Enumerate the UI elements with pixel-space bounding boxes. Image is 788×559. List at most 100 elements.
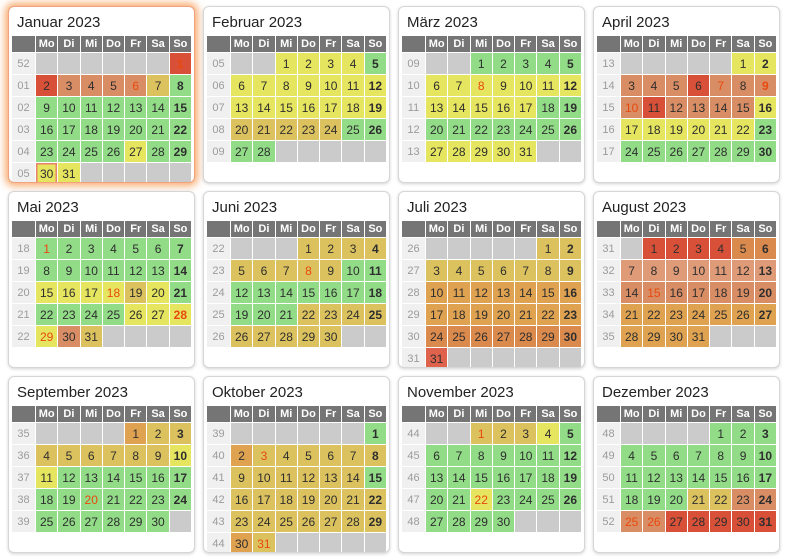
day-cell[interactable]: 26 [643,511,665,532]
day-cell[interactable]: 12 [231,282,253,303]
day-cell[interactable]: 28 [275,326,297,347]
day-cell[interactable]: 10 [169,445,191,466]
day-cell[interactable]: 4 [80,75,102,96]
day-cell[interactable]: 14 [515,282,537,303]
day-cell[interactable]: 9 [58,260,80,281]
day-cell[interactable]: 5 [559,423,581,444]
day-cell[interactable]: 7 [102,445,125,466]
day-cell[interactable]: 24 [754,489,776,510]
day-cell[interactable]: 24 [58,141,80,162]
day-cell[interactable]: 12 [470,282,492,303]
day-cell[interactable]: 12 [643,467,665,488]
day-cell[interactable]: 14 [342,467,364,488]
day-cell[interactable]: 14 [102,467,125,488]
day-cell[interactable]: 8 [275,75,297,96]
day-cell[interactable]: 15 [275,97,297,118]
day-cell[interactable]: 27 [147,304,169,325]
day-cell[interactable]: 13 [231,97,253,118]
day-cell[interactable]: 27 [426,141,448,162]
day-cell[interactable]: 29 [470,511,492,532]
day-cell[interactable]: 26 [559,489,581,510]
day-cell[interactable]: 8 [36,260,58,281]
day-cell[interactable]: 17 [253,489,275,510]
day-cell[interactable]: 2 [492,53,515,74]
day-cell[interactable]: 11 [537,445,559,466]
day-cell[interactable]: 18 [342,97,364,118]
day-cell[interactable]: 27 [125,141,147,162]
day-cell[interactable]: 9 [231,467,253,488]
day-cell[interactable]: 25 [710,304,732,325]
day-cell[interactable]: 13 [125,97,147,118]
day-cell[interactable]: 13 [320,467,342,488]
day-cell[interactable]: 16 [665,282,687,303]
day-cell[interactable]: 8 [732,75,754,96]
day-cell[interactable]: 8 [537,260,559,281]
day-cell[interactable]: 31 [515,141,537,162]
day-cell[interactable]: 5 [470,260,492,281]
day-cell[interactable]: 20 [80,489,102,510]
day-cell[interactable]: 22 [470,119,492,140]
day-cell[interactable]: 12 [58,467,80,488]
day-cell[interactable]: 24 [515,119,537,140]
day-cell[interactable]: 20 [231,119,253,140]
day-cell[interactable]: 20 [147,282,169,303]
day-cell[interactable]: 13 [754,260,776,281]
day-cell[interactable]: 8 [470,75,492,96]
day-cell[interactable]: 16 [297,97,320,118]
day-cell[interactable]: 2 [559,238,581,259]
day-cell[interactable]: 22 [710,489,732,510]
day-cell[interactable]: 6 [665,445,687,466]
day-cell[interactable]: 31 [80,326,102,347]
day-cell[interactable]: 23 [559,304,581,325]
day-cell[interactable]: 5 [58,445,80,466]
day-cell[interactable]: 26 [665,141,687,162]
day-cell[interactable]: 23 [732,489,754,510]
day-cell[interactable]: 7 [147,75,169,96]
day-cell[interactable]: 26 [125,304,147,325]
day-cell[interactable]: 7 [169,238,191,259]
day-cell[interactable]: 16 [492,467,515,488]
day-cell[interactable]: 21 [275,304,297,325]
day-cell[interactable]: 22 [275,119,297,140]
day-cell[interactable]: 8 [470,445,492,466]
day-cell[interactable]: 24 [621,141,643,162]
day-cell[interactable]: 25 [537,119,559,140]
day-cell[interactable]: 15 [537,282,559,303]
day-cell[interactable]: 1 [643,238,665,259]
day-cell[interactable]: 25 [621,511,643,532]
day-cell[interactable]: 3 [426,260,448,281]
day-cell[interactable]: 3 [515,423,537,444]
day-cell[interactable]: 19 [559,467,581,488]
day-cell[interactable]: 15 [125,467,147,488]
day-cell[interactable]: 23 [36,141,58,162]
day-cell[interactable]: 29 [36,326,58,347]
day-cell[interactable]: 11 [643,97,665,118]
day-cell[interactable]: 29 [643,326,665,347]
day-cell[interactable]: 18 [275,489,297,510]
day-cell[interactable]: 11 [342,75,364,96]
day-cell[interactable]: 6 [687,75,710,96]
day-cell[interactable]: 19 [102,119,125,140]
day-cell[interactable]: 4 [448,260,470,281]
day-cell[interactable]: 24 [342,304,364,325]
day-cell[interactable]: 30 [665,326,687,347]
day-cell[interactable]: 14 [253,97,275,118]
day-cell[interactable]: 7 [448,75,470,96]
day-cell[interactable]: 11 [102,260,125,281]
day-cell[interactable]: 14 [169,260,191,281]
day-cell[interactable]: 18 [621,489,643,510]
day-cell[interactable]: 1 [732,53,754,74]
day-cell[interactable]: 5 [732,238,754,259]
day-cell[interactable]: 12 [364,75,386,96]
day-cell[interactable]: 17 [515,97,537,118]
day-cell[interactable]: 10 [621,97,643,118]
day-cell[interactable]: 1 [537,238,559,259]
day-cell[interactable]: 18 [364,282,386,303]
day-cell[interactable]: 5 [364,53,386,74]
day-cell[interactable]: 17 [80,282,102,303]
day-cell[interactable]: 1 [169,53,191,74]
day-cell[interactable]: 15 [710,467,732,488]
day-cell[interactable]: 13 [492,282,515,303]
day-cell[interactable]: 9 [36,97,58,118]
day-cell[interactable]: 23 [492,489,515,510]
